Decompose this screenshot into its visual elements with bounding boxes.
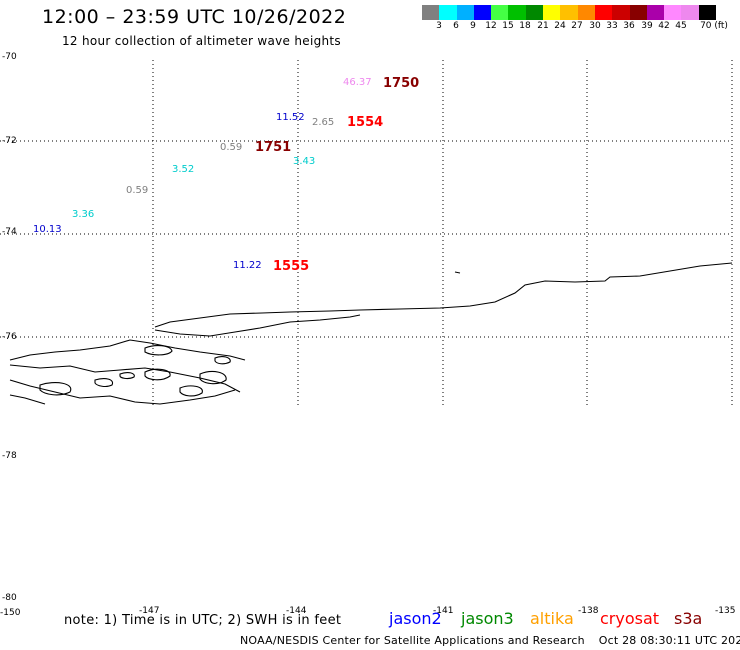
credit-text: NOAA/NESDIS Center for Satellite Applica… (240, 634, 585, 647)
legend-label: 39 (641, 21, 653, 31)
legend-label: 9 (470, 21, 476, 31)
legend-swatch (439, 5, 457, 20)
lat-label: -78 (2, 451, 17, 461)
lon-label: -150 (0, 608, 21, 618)
legend-swatch (664, 5, 682, 20)
legend-swatch (681, 5, 699, 20)
lat-label: -70 (2, 52, 17, 62)
observation-time-label: 1750 (383, 76, 420, 91)
wave-height-label: 3.43 (293, 156, 316, 167)
graticule (0, 60, 733, 405)
map-subtitle: 12 hour collection of altimeter wave hei… (62, 34, 341, 48)
legend-swatch (473, 5, 492, 20)
observation-time-label: 1555 (273, 259, 310, 274)
legend-label: 12 (485, 21, 497, 31)
legend-label: 15 (502, 21, 514, 31)
wave-height-label: 11.22 (233, 260, 262, 271)
legend-label: 30 (589, 21, 601, 31)
credit-timestamp: Oct 28 08:30:11 UTC 2022 (598, 634, 740, 647)
wave-height-label: 10.13 (33, 224, 62, 235)
legend-label: 24 (554, 21, 566, 31)
legend-swatch (491, 5, 509, 20)
lon-label: -138 (578, 606, 599, 616)
satellite-altika: altika (530, 609, 574, 628)
coastline (9, 262, 733, 405)
legend-label: 45 (675, 21, 687, 31)
legend-swatch (577, 5, 595, 20)
legend-label: 36 (623, 21, 635, 31)
satellite-s3a: s3a (674, 609, 703, 628)
lon-label: -141 (433, 606, 454, 616)
credit-line: NOAA/NESDIS Center for Satellite Applica… (240, 634, 740, 647)
observation-time-label: 1554 (347, 115, 384, 130)
lon-label: -144 (286, 606, 307, 616)
legend-label: 21 (537, 21, 549, 31)
wave-height-label: 46.37 (343, 77, 372, 88)
legend-swatch (629, 5, 647, 20)
legend-swatch (508, 5, 526, 20)
legend-swatch (422, 5, 440, 20)
legend-swatch (594, 5, 613, 20)
satellite-jason3: jason3 (461, 609, 514, 628)
legend-swatch (646, 5, 665, 20)
map-title: 12:00 – 23:59 UTC 10/26/2022 (42, 6, 347, 28)
legend-label: 70 (ft) (700, 21, 728, 31)
legend-swatch (698, 5, 717, 20)
lat-label: -72 (2, 136, 17, 146)
legend-swatch (543, 5, 561, 20)
footer-note: note: 1) Time is in UTC; 2) SWH is in fe… (64, 613, 342, 628)
wave-height-label: 11.52 (276, 112, 305, 123)
wave-height-label: 3.36 (72, 209, 95, 220)
legend-label: 27 (571, 21, 583, 31)
satellite-cryosat: cryosat (600, 609, 660, 628)
legend-label: 42 (658, 21, 670, 31)
lon-label: -147 (139, 606, 160, 616)
legend-label: 18 (519, 21, 531, 31)
color-legend (422, 5, 717, 20)
legend-swatch (525, 5, 544, 20)
observation-time-label: 1751 (255, 140, 292, 155)
wave-height-label: 0.59 (220, 142, 243, 153)
lat-label: -74 (2, 227, 17, 237)
lat-label: -80 (2, 593, 17, 603)
wave-height-label: 0.59 (126, 185, 149, 196)
wave-height-label: 2.65 (312, 117, 335, 128)
legend-swatch (456, 5, 474, 20)
legend-swatch (560, 5, 578, 20)
legend-label: 3 (436, 21, 442, 31)
legend-label: 33 (606, 21, 618, 31)
satellite-jason2: jason2 (389, 609, 442, 628)
wave-height-label: 3.52 (172, 164, 195, 175)
legend-label: 6 (453, 21, 459, 31)
legend-swatch (612, 5, 630, 20)
lat-label: -76 (2, 332, 17, 342)
lon-label: -135 (715, 606, 736, 616)
